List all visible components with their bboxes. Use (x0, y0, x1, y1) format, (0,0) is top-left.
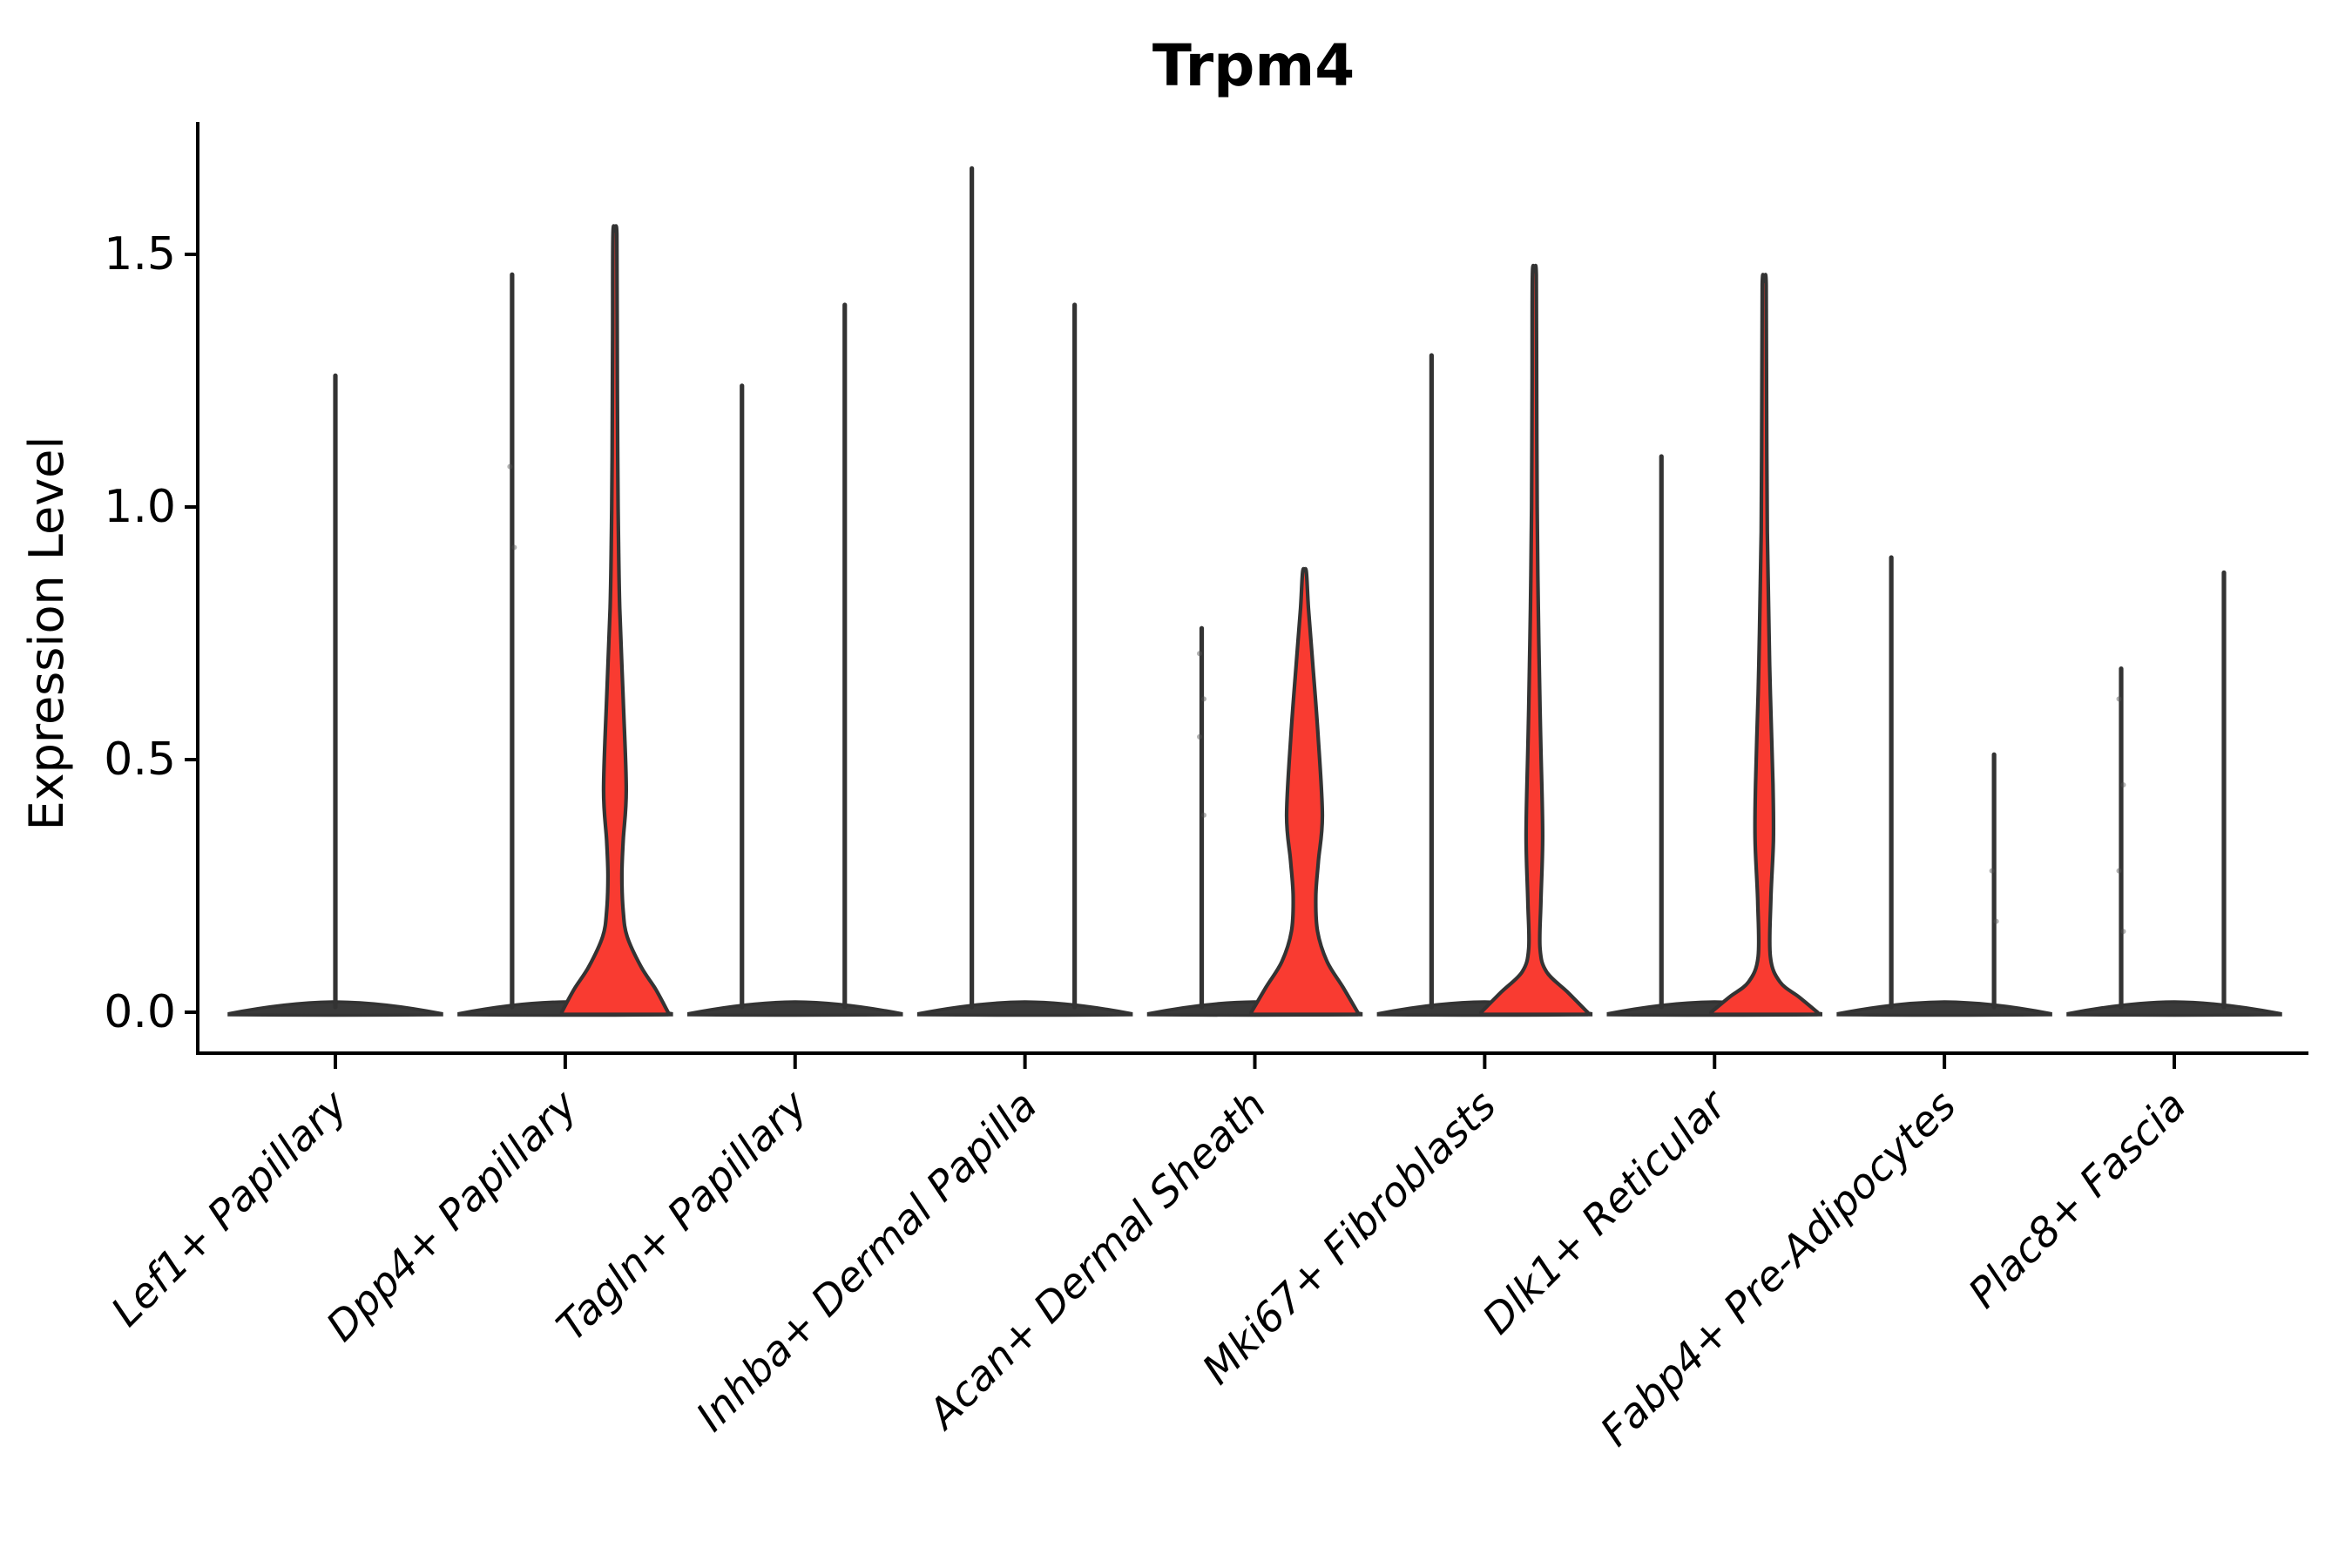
expression-point (1197, 733, 1202, 740)
violin-baseline-bar (916, 1000, 1133, 1017)
expression-point (1201, 696, 1206, 702)
violin-baseline-bar (687, 1000, 903, 1017)
expression-point (2120, 782, 2126, 787)
violin-baseline-bar (2066, 1000, 2282, 1017)
violin-group-5 (1376, 263, 1593, 1017)
expression-point (1993, 918, 1999, 924)
x-tick-label-8: Plac8+ Fascia (1959, 1082, 2195, 1318)
violin-body (1479, 263, 1590, 1017)
violin-baseline-bar (1836, 1000, 2052, 1017)
violin-group-3 (916, 166, 1133, 1017)
expression-point (2120, 929, 2126, 935)
expression-point (511, 544, 517, 551)
y-axis-label: Expression Level (19, 436, 74, 831)
violin-group-4 (1146, 566, 1363, 1017)
expression-point (1201, 812, 1206, 818)
violin-group-0 (227, 373, 443, 1017)
x-tick-labels: Lef1+ Papillary Dpp4+ Papillary Tagln+ P… (102, 1080, 2195, 1456)
expression-point (1989, 868, 1995, 874)
x-tick-label-1: Dpp4+ Papillary (317, 1081, 587, 1351)
x-tick-label-6: Dlk1+ Reticular (1474, 1080, 1738, 1344)
y-tick-label-05: 0.5 (104, 733, 176, 786)
violin-group-1 (457, 224, 673, 1017)
expression-point (1197, 651, 1202, 657)
y-tick-label-15: 1.5 (104, 228, 176, 280)
expression-point (2116, 868, 2122, 874)
x-tick-label-0: Lef1+ Papillary (102, 1081, 357, 1336)
violin-group-2 (687, 302, 903, 1017)
y-tick-labels: 0.0 0.5 1.0 1.5 (104, 228, 176, 1038)
violin-group-6 (1606, 273, 1822, 1017)
violins (227, 166, 2282, 1017)
axes (185, 122, 2308, 1069)
violin-group-8 (2066, 570, 2282, 1017)
expression-point (507, 463, 513, 470)
y-tick-label-10: 1.0 (104, 481, 176, 533)
chart-title: Trpm4 (1152, 32, 1355, 99)
x-tick-label-2: Tagln+ Papillary (548, 1081, 818, 1351)
violin-body (559, 224, 670, 1017)
violin-group-7 (1836, 555, 2052, 1017)
violin-body (1249, 566, 1360, 1017)
violin-body (1709, 273, 1820, 1017)
expression-point (2116, 696, 2122, 702)
y-tick-label-0: 0.0 (104, 986, 176, 1038)
